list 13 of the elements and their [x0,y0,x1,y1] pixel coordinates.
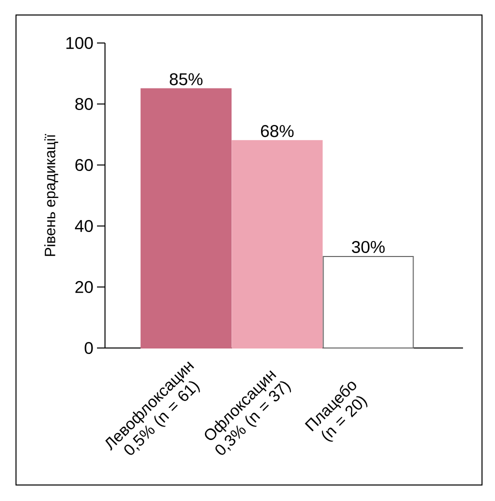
data-label: 85% [170,73,202,86]
bar [232,140,323,348]
y-axis-title: Рівень ерадикації [44,134,58,256]
y-tick-label: 100 [66,36,93,50]
bar [322,256,414,348]
y-tick-label: 0 [84,342,93,354]
y-tick-label: 60 [75,158,93,172]
y-tick-label: 80 [75,98,93,110]
data-label: 30% [352,240,385,254]
y-tick-label: 20 [75,280,93,294]
y-tick-label: 40 [74,220,93,232]
bar [140,88,232,348]
data-label: 68% [261,125,294,138]
